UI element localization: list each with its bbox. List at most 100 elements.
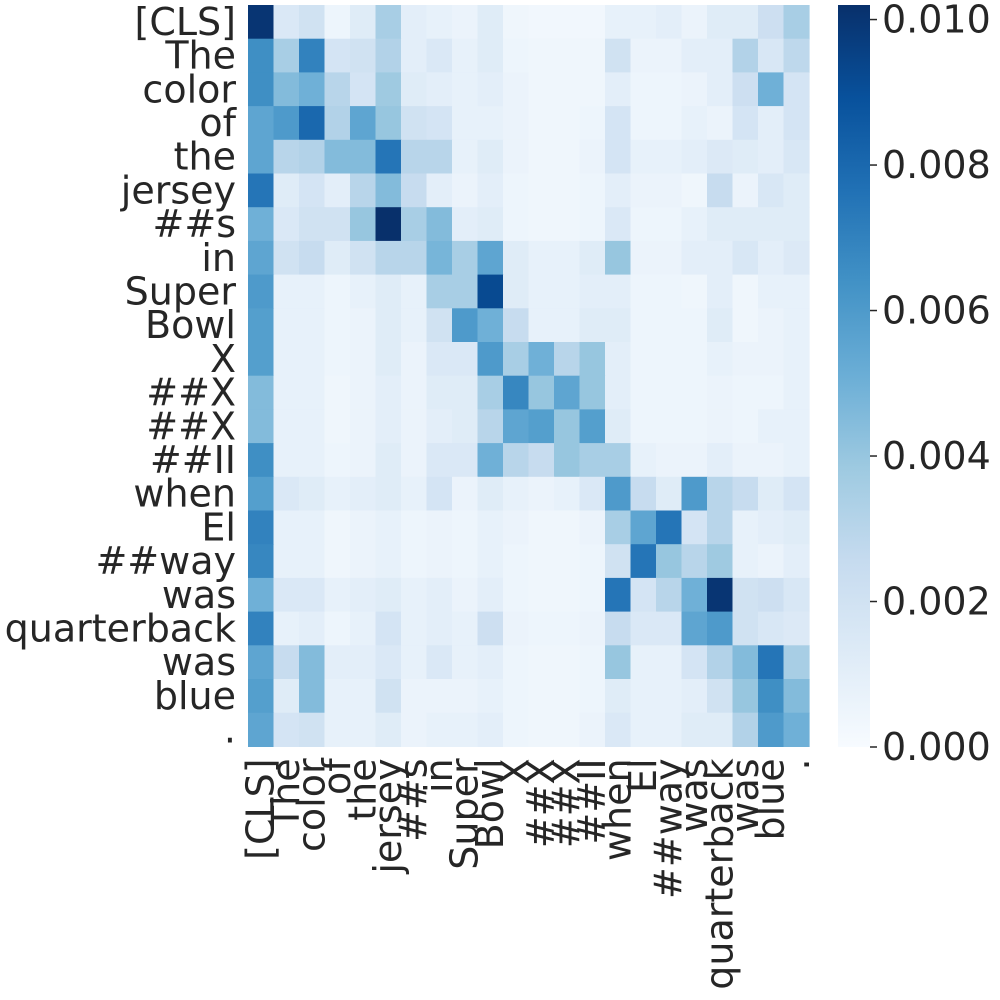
heatmap-cell: [503, 308, 530, 343]
colorbar-gradient: [838, 5, 870, 747]
row-labels: [CLS]Thecolorofthejersey##sinSuperBowlX#…: [5, 0, 238, 752]
heatmap-cell: [758, 274, 785, 309]
heatmap-cell: [426, 645, 453, 680]
column-label: ##X: [519, 758, 563, 848]
colorbar-tick-label: 0.000: [882, 725, 991, 769]
heatmap-cell: [783, 476, 810, 512]
heatmap-cell: [426, 712, 453, 747]
heatmap-cell: [401, 375, 428, 410]
heatmap-cell: [452, 342, 479, 377]
heatmap-cell: [350, 409, 377, 444]
column-label: ##way: [647, 758, 691, 899]
heatmap-cell: [656, 5, 683, 40]
heatmap-cell: [299, 139, 326, 175]
heatmap-cell: [273, 342, 300, 377]
heatmap-cell: [375, 510, 402, 545]
heatmap-cell: [452, 645, 479, 680]
heatmap-cell: [783, 577, 810, 613]
heatmap-cell: [528, 173, 555, 208]
heatmap-cell: [681, 712, 708, 747]
heatmap-cell: [579, 611, 606, 646]
heatmap-cell: [630, 139, 657, 175]
colorbar-tick-label: 0.010: [882, 0, 991, 42]
heatmap-cell: [299, 308, 326, 343]
heatmap-cell: [324, 342, 351, 377]
heatmap-cell: [426, 72, 453, 107]
heatmap-cell: [732, 72, 759, 107]
heatmap-cell: [273, 611, 300, 646]
heatmap-cell: [426, 38, 453, 73]
heatmap-cell: [401, 207, 428, 242]
column-label: X: [494, 758, 538, 784]
heatmap-cell: [783, 645, 810, 680]
heatmap-cell: [758, 544, 785, 579]
heatmap-cell: [630, 308, 657, 343]
heatmap-cell: [783, 679, 810, 714]
row-label: of: [199, 101, 237, 145]
heatmap-cell: [579, 173, 606, 208]
heatmap-cell: [528, 611, 555, 646]
heatmap-cell: [554, 274, 581, 309]
heatmap-cell: [452, 409, 479, 444]
heatmap-cell: [375, 5, 402, 40]
heatmap-cell: [401, 240, 428, 276]
heatmap-cell: [375, 645, 402, 680]
heatmap-cell: [477, 106, 504, 141]
heatmap-cell: [273, 106, 300, 141]
heatmap-cell: [758, 577, 785, 613]
heatmap-cell: [477, 510, 504, 545]
heatmap-cell: [299, 5, 326, 40]
heatmap-cell: [579, 207, 606, 242]
heatmap-cell: [401, 342, 428, 377]
heatmap-cell: [630, 342, 657, 377]
heatmap-cell: [324, 577, 351, 613]
heatmap-cell: [350, 274, 377, 309]
heatmap-cell: [605, 38, 632, 73]
heatmap-cell: [605, 342, 632, 377]
heatmap-cell: [477, 5, 504, 40]
heatmap-cell: [783, 375, 810, 410]
heatmap-cell: [477, 476, 504, 512]
heatmap-cell: [248, 308, 275, 343]
heatmap-cell: [477, 139, 504, 175]
heatmap-cell: [426, 342, 453, 377]
heatmap-cell: [426, 476, 453, 512]
row-label: was: [162, 573, 236, 617]
heatmap-cell: [605, 544, 632, 579]
heatmap-cell: [681, 106, 708, 141]
heatmap-cell: [528, 106, 555, 141]
heatmap-cell: [350, 106, 377, 141]
heatmap-cell: [758, 38, 785, 73]
heatmap-cell: [375, 72, 402, 107]
heatmap-cell: [758, 173, 785, 208]
heatmap-cell: [579, 544, 606, 579]
heatmap-cell: [324, 207, 351, 242]
heatmap-cell: [324, 106, 351, 141]
heatmap-cell: [273, 476, 300, 512]
heatmap-cell: [707, 173, 734, 208]
heatmap-cell: [452, 106, 479, 141]
heatmap-cell: [554, 106, 581, 141]
column-label: when: [596, 758, 640, 861]
heatmap-cell: [324, 611, 351, 646]
column-label: ##s: [392, 758, 436, 841]
heatmap-cell: [732, 409, 759, 444]
heatmap-cell: [426, 139, 453, 175]
heatmap-cell: [503, 611, 530, 646]
heatmap-cell: [477, 173, 504, 208]
heatmap-cell: [273, 645, 300, 680]
heatmap-cell: [375, 106, 402, 141]
heatmap-cell: [273, 240, 300, 276]
heatmap-cell: [528, 544, 555, 579]
heatmap-cell: [273, 679, 300, 714]
heatmap-cell: [656, 274, 683, 309]
heatmap-cell: [452, 611, 479, 646]
heatmap-cell: [248, 476, 275, 512]
heatmap-cell: [554, 308, 581, 343]
heatmap-cell: [503, 645, 530, 680]
heatmap-cell: [350, 476, 377, 512]
heatmap-cell: [681, 139, 708, 175]
heatmap-cell: [273, 308, 300, 343]
heatmap-cell: [324, 72, 351, 107]
heatmap-cell: [248, 577, 275, 613]
